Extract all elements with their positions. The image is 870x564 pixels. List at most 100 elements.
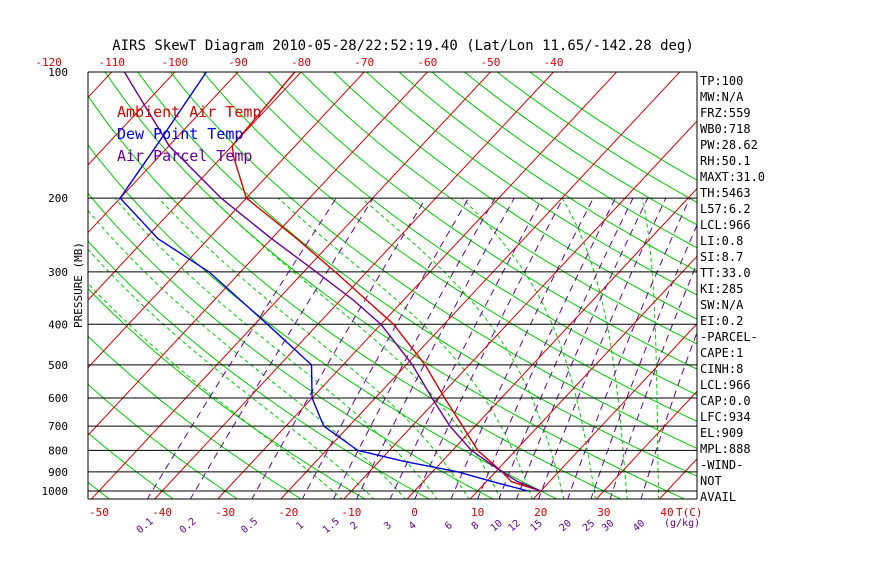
top-temp-tick-label: -50 [481,56,501,69]
index-item: SW:N/A [700,298,744,312]
moist-adiabat [562,198,627,500]
legend: Ambient Air Temp Dew Point Temp Air Parcel… [117,103,262,165]
index-item: MPL:888 [700,442,751,456]
mixing-ratio-label: 15 [528,518,544,534]
top-temp-tick-label: -40 [544,56,564,69]
dry-adiabat [38,68,559,500]
indices-panel: TP:100 MW:N/A FRZ:559 WB0:718 PW:28.62 RH:50.… [700,74,765,504]
mixing-ratio-label: 3 [382,520,394,532]
mixing-ratio-label: 1 [294,520,306,532]
mixing-ratio-label: 0.2 [178,516,199,536]
index-item: SI:8.7 [700,250,743,264]
index-item: -PARCEL- [700,330,758,344]
mixing-ratio-label: 30 [600,518,616,534]
pressure-tick-label: 400 [48,318,68,331]
index-item: EI:0.2 [700,314,743,328]
pressure-tick-label: 200 [48,192,68,205]
top-temp-tick-label: -70 [354,56,374,69]
dry-adiabat [233,68,870,500]
bottom-temp-tick-label: -20 [278,506,298,519]
bottom-temp-tick-label: 10 [471,506,484,519]
dry-adiabat [492,68,870,500]
y-axis-label: PRESSURE (MB) [72,242,85,328]
mixing-ratio-line [477,198,615,500]
index-item: -WIND- [700,458,743,472]
mixing-ratio-label: 40 [631,518,647,534]
bottom-temp-tick-label: 20 [534,506,547,519]
index-item: KI:285 [700,282,743,296]
top-temp-tick-label: -60 [417,56,437,69]
pressure-tick-label: 600 [48,392,68,405]
mixing-ratio-label: 10 [489,518,505,534]
mixing-ratio-line [516,198,648,500]
index-item: LI:0.8 [700,234,743,248]
dry-adiabat [0,68,47,500]
mixing-ratio-label: 0.5 [239,516,260,536]
mixing-ratio-unit: (g/kg) [664,518,700,529]
index-item: FRZ:559 [700,106,751,120]
mixing-ratio-line [190,198,373,500]
bottom-temp-tick-label: -10 [342,506,362,519]
moist-adiabat [78,198,406,500]
dry-adiabat [298,68,870,500]
index-item: L57:6.2 [700,202,751,216]
moist-adiabat [278,198,532,500]
isotherm [469,63,870,500]
bottom-temp-tick-label: 30 [597,506,610,519]
index-item: NOT [700,474,722,488]
index-item: CAPE:1 [700,346,743,360]
top-temp-tick-label: -120 [35,56,62,69]
index-item: TH:5463 [700,186,751,200]
dry-adiabat [460,68,870,500]
index-item: WB0:718 [700,122,751,136]
pressure-tick-label: 1000 [42,485,69,498]
isotherm [0,63,57,500]
legend-entry: Air Parcel Temp [117,147,252,165]
pressure-tick-label: 800 [48,444,68,457]
legend-entry: Ambient Air Temp [117,103,262,121]
index-item: RH:50.1 [700,154,751,168]
bottom-temp-tick-label: -30 [215,506,235,519]
isotherm [0,63,120,500]
mixing-ratio-label: 12 [506,518,522,534]
moist-adiabat [159,198,470,500]
index-item: CAP:0.0 [700,394,751,408]
bottom-temp-tick-label: -40 [152,506,172,519]
mixing-ratio-label: 1.5 [321,516,342,536]
pressure-tick-label: 300 [48,266,68,279]
top-temp-tick-label: -90 [228,56,248,69]
index-item: AVAIL [700,490,736,504]
pressure-tick-label: 500 [48,359,68,372]
index-item: TT:33.0 [700,266,751,280]
dry-adiabat [0,68,111,500]
mixing-ratio-label: 4 [407,520,419,532]
index-item: TP:100 [700,74,743,88]
mixing-ratio-label: 0.1 [135,516,156,536]
pressure-tick-label: 700 [48,420,68,433]
isotherm [280,63,688,500]
top-temp-tick-label: -100 [162,56,189,69]
top-temp-tick-label: -80 [291,56,311,69]
index-item: CINH:8 [700,362,743,376]
bottom-temp-tick-label: 0 [411,506,418,519]
mixing-ratio-label: 8 [470,520,482,532]
index-item: LCL:966 [700,218,751,232]
mixing-ratio-label: 25 [581,518,597,534]
chart-title: AIRS SkewT Diagram 2010-05-28/22:52:19.4… [112,38,694,54]
pressure-tick-label: 900 [48,466,68,479]
mixing-ratio-label: 2 [349,520,361,532]
bottom-temp-tick-label: -50 [89,506,109,519]
mixing-ratio-label: 6 [443,520,455,532]
legend-entry: Dew Point Temp [117,125,243,143]
index-item: PW:28.62 [700,138,758,152]
index-item: MAXT:31.0 [700,170,765,184]
dry-adiabat [330,68,870,500]
index-item: LFC:934 [700,410,751,424]
mixing-ratio-label: 20 [558,518,574,534]
index-item: MW:N/A [700,90,744,104]
top-temp-tick-label: -110 [99,56,126,69]
index-item: EL:909 [700,426,743,440]
mixing-ratio-line [567,198,689,500]
